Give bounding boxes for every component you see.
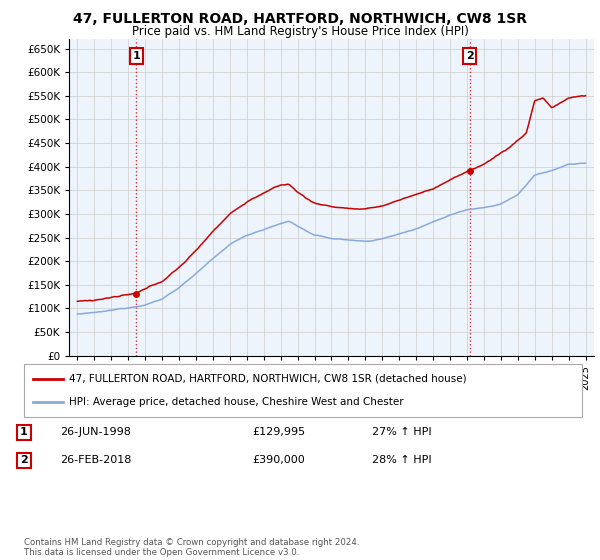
Text: 2: 2: [466, 51, 473, 60]
Text: 27% ↑ HPI: 27% ↑ HPI: [372, 427, 431, 437]
Text: £129,995: £129,995: [252, 427, 305, 437]
Text: 28% ↑ HPI: 28% ↑ HPI: [372, 455, 431, 465]
Text: 2: 2: [20, 455, 28, 465]
Text: 26-FEB-2018: 26-FEB-2018: [60, 455, 131, 465]
Text: 47, FULLERTON ROAD, HARTFORD, NORTHWICH, CW8 1SR: 47, FULLERTON ROAD, HARTFORD, NORTHWICH,…: [73, 12, 527, 26]
Text: Price paid vs. HM Land Registry's House Price Index (HPI): Price paid vs. HM Land Registry's House …: [131, 25, 469, 38]
Text: 26-JUN-1998: 26-JUN-1998: [60, 427, 131, 437]
Text: Contains HM Land Registry data © Crown copyright and database right 2024.
This d: Contains HM Land Registry data © Crown c…: [24, 538, 359, 557]
Text: 1: 1: [133, 51, 140, 60]
Text: £390,000: £390,000: [252, 455, 305, 465]
Text: 1: 1: [20, 427, 28, 437]
Text: HPI: Average price, detached house, Cheshire West and Chester: HPI: Average price, detached house, Ches…: [69, 397, 404, 407]
Text: 47, FULLERTON ROAD, HARTFORD, NORTHWICH, CW8 1SR (detached house): 47, FULLERTON ROAD, HARTFORD, NORTHWICH,…: [69, 374, 467, 384]
